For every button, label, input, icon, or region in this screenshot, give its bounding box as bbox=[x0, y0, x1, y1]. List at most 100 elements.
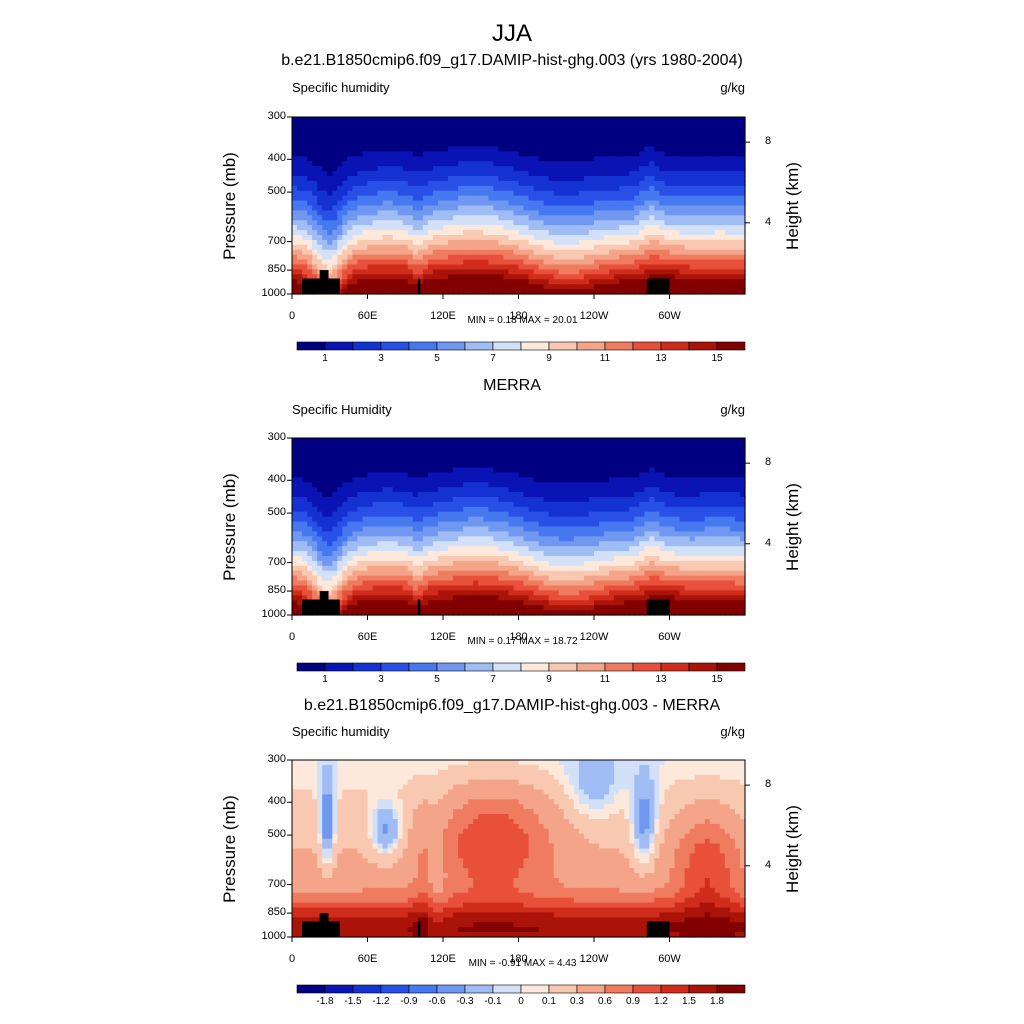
heatmap-cell bbox=[588, 141, 595, 148]
heatmap-cell bbox=[488, 249, 494, 256]
heatmap-cell bbox=[694, 230, 701, 236]
heatmap-cell bbox=[297, 141, 303, 148]
heatmap-cell bbox=[307, 205, 313, 212]
heatmap-cell bbox=[689, 151, 696, 157]
heatmap-cell bbox=[443, 126, 449, 133]
heatmap-cell bbox=[453, 467, 459, 474]
heatmap-cell bbox=[427, 516, 434, 523]
heatmap-cell bbox=[568, 457, 575, 464]
heatmap-cell bbox=[578, 457, 585, 464]
heatmap-cell bbox=[538, 205, 545, 212]
heatmap-cell bbox=[513, 511, 520, 518]
heatmap-cell bbox=[347, 131, 353, 138]
heatmap-cell bbox=[352, 521, 359, 528]
heatmap-cell bbox=[714, 442, 721, 449]
heatmap-cell bbox=[292, 161, 298, 167]
heatmap-cell bbox=[614, 506, 620, 513]
heatmap-cell bbox=[588, 521, 595, 528]
heatmap-cell bbox=[553, 176, 560, 182]
heatmap-cell bbox=[619, 452, 625, 459]
heatmap-cell bbox=[422, 521, 429, 528]
heatmap-cell bbox=[402, 279, 409, 285]
heatmap-cell bbox=[307, 225, 313, 231]
heatmap-cell bbox=[734, 497, 741, 503]
heatmap-cell bbox=[699, 141, 706, 148]
heatmap-cell bbox=[302, 516, 308, 523]
heatmap-cell bbox=[302, 215, 308, 221]
heatmap-cell bbox=[558, 442, 565, 449]
heatmap-cell bbox=[362, 477, 369, 483]
heatmap-cell bbox=[664, 477, 671, 483]
heatmap-cell bbox=[397, 526, 404, 533]
heatmap-cell bbox=[674, 467, 681, 474]
heatmap-cell bbox=[367, 126, 374, 133]
heatmap-cell bbox=[387, 442, 394, 449]
heatmap-cell bbox=[508, 521, 515, 528]
heatmap-cell bbox=[412, 521, 419, 528]
heatmap-cell bbox=[412, 230, 419, 236]
heatmap-cell bbox=[367, 506, 374, 513]
heatmap-cell bbox=[347, 438, 353, 444]
heatmap-cell bbox=[548, 171, 555, 177]
heatmap-cell bbox=[342, 447, 348, 454]
heatmap-cell bbox=[362, 136, 369, 143]
heatmap-cell bbox=[528, 259, 535, 266]
heatmap-cell bbox=[558, 195, 565, 202]
heatmap-cell bbox=[448, 289, 454, 295]
heatmap-cell bbox=[372, 136, 379, 143]
heatmap-cell bbox=[694, 126, 701, 133]
heatmap-cell bbox=[739, 452, 746, 459]
heatmap-cell bbox=[392, 526, 399, 533]
heatmap-cell bbox=[432, 462, 439, 469]
heatmap-cell bbox=[357, 501, 364, 508]
heatmap-cell bbox=[478, 176, 484, 182]
heatmap-cell bbox=[548, 239, 555, 246]
heatmap-cell bbox=[347, 225, 353, 231]
heatmap-cell bbox=[694, 269, 701, 275]
heatmap-cell bbox=[332, 200, 338, 207]
heatmap-cell bbox=[357, 166, 364, 172]
heatmap-cell bbox=[407, 259, 414, 266]
heatmap-cell bbox=[523, 185, 530, 192]
heatmap-cell bbox=[307, 482, 313, 488]
heatmap-cell bbox=[634, 126, 640, 133]
heatmap-cell bbox=[493, 220, 499, 226]
heatmap-cell bbox=[523, 467, 530, 474]
heatmap-cell bbox=[694, 220, 701, 226]
heatmap-cell bbox=[614, 171, 620, 177]
heatmap-cell bbox=[488, 117, 494, 123]
heatmap-cell bbox=[307, 190, 313, 197]
heatmap-cell bbox=[468, 442, 474, 449]
heatmap-cell bbox=[548, 438, 555, 444]
heatmap-cell bbox=[734, 274, 741, 280]
heatmap-cell bbox=[503, 244, 510, 251]
heatmap-cell bbox=[533, 492, 540, 498]
heatmap-cell bbox=[704, 146, 711, 153]
heatmap-cell bbox=[317, 161, 323, 167]
heatmap-cell bbox=[412, 146, 419, 153]
heatmap-cell bbox=[538, 121, 545, 128]
heatmap-cell bbox=[694, 161, 701, 167]
heatmap-cell bbox=[412, 438, 419, 444]
heatmap-cell bbox=[724, 259, 731, 266]
heatmap-cell bbox=[322, 259, 328, 266]
heatmap-cell bbox=[583, 230, 590, 236]
heatmap-cell bbox=[739, 516, 746, 523]
heatmap-cell bbox=[347, 200, 353, 207]
heatmap-cell bbox=[729, 176, 736, 182]
heatmap-cell bbox=[588, 180, 595, 187]
heatmap-cell bbox=[604, 264, 610, 271]
heatmap-cell bbox=[568, 274, 575, 280]
heatmap-cell bbox=[437, 467, 444, 474]
heatmap-cell bbox=[488, 180, 494, 187]
heatmap-cell bbox=[669, 521, 676, 528]
heatmap-cell bbox=[302, 235, 308, 241]
heatmap-cell bbox=[483, 190, 489, 197]
heatmap-cell bbox=[453, 506, 459, 513]
heatmap-cell bbox=[739, 195, 746, 202]
heatmap-cell bbox=[427, 117, 434, 123]
heatmap-cell bbox=[513, 506, 520, 513]
heatmap-cell bbox=[443, 205, 449, 212]
heatmap-cell bbox=[407, 131, 414, 138]
heatmap-cell bbox=[518, 284, 525, 290]
